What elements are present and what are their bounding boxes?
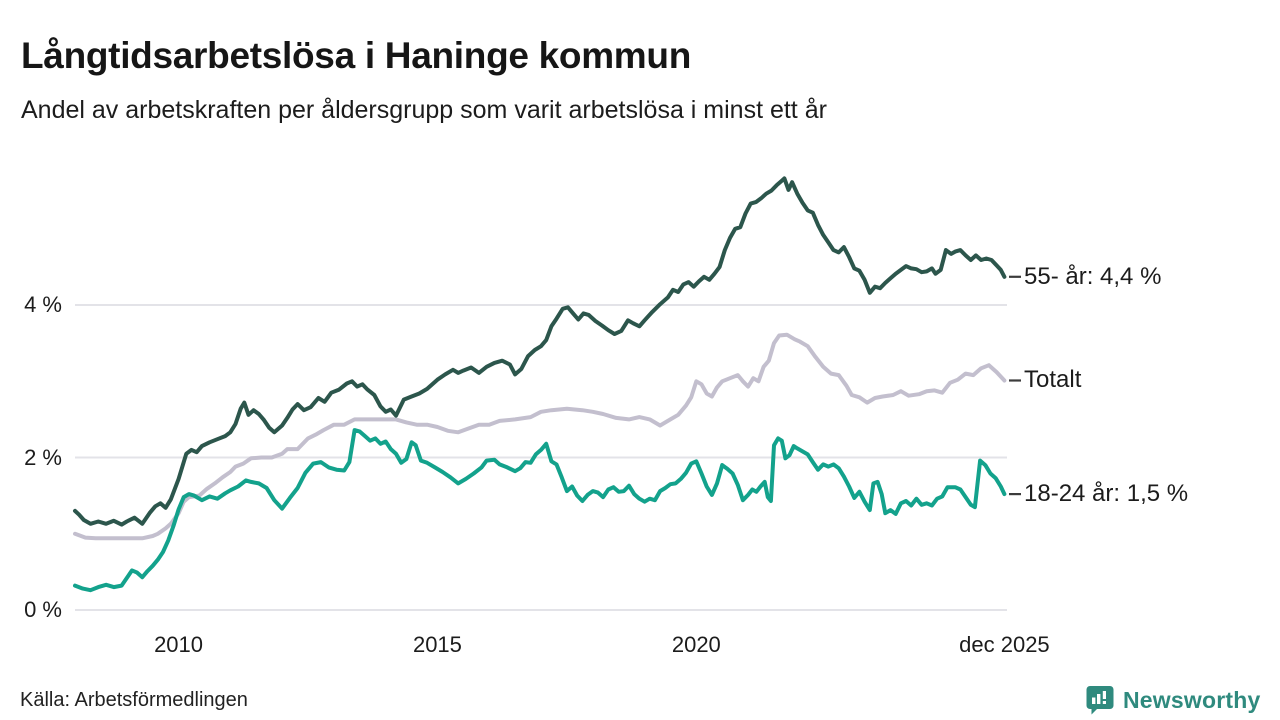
end-label-55-r: 55- år: 4,4 % <box>1024 262 1162 290</box>
x-axis-tick-2020: 2020 <box>671 632 721 657</box>
end-label-totalt: Totalt <box>1024 366 1082 394</box>
y-axis-tick-0: 0 % <box>24 597 62 622</box>
series-line-18-24-r <box>73 428 1007 593</box>
series-line-totalt <box>73 332 1007 541</box>
newsworthy-logo: Newsworthy <box>1086 684 1260 716</box>
page-title: Långtidsarbetslösa i Haninge kommun <box>21 34 692 76</box>
newsworthy-bubble-icon <box>1086 686 1114 715</box>
end-label-18-24-r: 18-24 år: 1,5 % <box>1024 480 1189 508</box>
x-axis-tick-2010: 2010 <box>154 632 204 657</box>
page-subtitle: Andel av arbetskraften per åldersgrupp s… <box>21 96 827 124</box>
newsworthy-wordmark: Newsworthy <box>1123 686 1261 713</box>
y-axis-tick-2: 2 % <box>24 444 62 470</box>
y-axis-tick-4: 4 % <box>24 292 62 317</box>
source-note: Källa: Arbetsförmedlingen <box>20 689 248 711</box>
x-axis-tick-dec-2025: dec 2025 <box>959 632 1050 657</box>
x-axis-tick-2015: 2015 <box>412 632 462 657</box>
series-line-55-r <box>73 176 1007 527</box>
